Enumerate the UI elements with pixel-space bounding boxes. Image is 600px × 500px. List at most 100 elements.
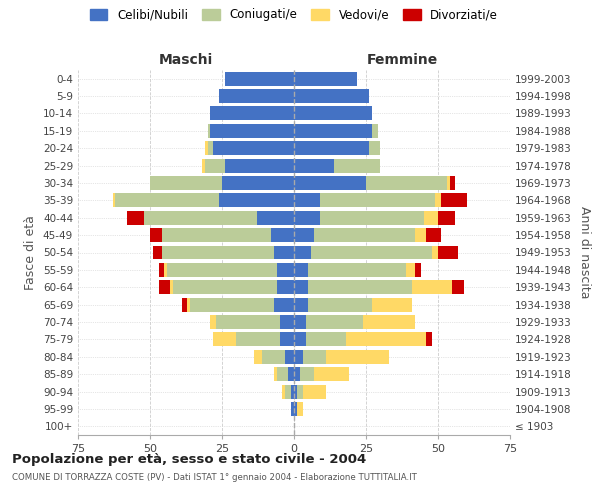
Bar bbox=[115, 194, 219, 207]
Bar bbox=[294, 246, 311, 260]
Bar bbox=[190, 298, 274, 312]
Bar bbox=[334, 158, 380, 172]
Bar bbox=[113, 194, 115, 207]
Bar bbox=[294, 402, 297, 416]
Bar bbox=[288, 367, 294, 381]
Bar bbox=[274, 298, 294, 312]
Bar bbox=[294, 142, 369, 155]
Bar bbox=[452, 280, 464, 294]
Bar bbox=[291, 402, 294, 416]
Bar bbox=[167, 263, 277, 277]
Text: Maschi: Maschi bbox=[159, 52, 213, 66]
Bar bbox=[262, 350, 286, 364]
Bar bbox=[294, 89, 369, 103]
Bar bbox=[271, 228, 294, 242]
Bar bbox=[291, 384, 294, 398]
Bar bbox=[294, 106, 372, 120]
Bar bbox=[161, 246, 274, 260]
Bar bbox=[415, 263, 421, 277]
Bar bbox=[441, 194, 467, 207]
Bar bbox=[406, 263, 415, 277]
Bar bbox=[432, 246, 438, 260]
Bar bbox=[438, 211, 455, 224]
Bar bbox=[164, 263, 167, 277]
Bar bbox=[294, 367, 300, 381]
Text: Femmine: Femmine bbox=[367, 52, 437, 66]
Bar bbox=[302, 384, 326, 398]
Bar bbox=[173, 280, 277, 294]
Bar bbox=[127, 211, 144, 224]
Bar bbox=[366, 176, 446, 190]
Bar bbox=[294, 124, 372, 138]
Bar bbox=[294, 315, 305, 329]
Bar bbox=[314, 228, 415, 242]
Bar bbox=[308, 298, 372, 312]
Bar bbox=[219, 194, 294, 207]
Bar bbox=[170, 280, 173, 294]
Bar bbox=[208, 142, 214, 155]
Y-axis label: Fasce di età: Fasce di età bbox=[25, 215, 37, 290]
Bar bbox=[277, 367, 288, 381]
Text: COMUNE DI TORRAZZA COSTE (PV) - Dati ISTAT 1° gennaio 2004 - Elaborazione TUTTIT: COMUNE DI TORRAZZA COSTE (PV) - Dati IST… bbox=[12, 472, 417, 482]
Bar bbox=[211, 106, 294, 120]
Bar bbox=[294, 158, 334, 172]
Bar bbox=[214, 142, 294, 155]
Bar bbox=[144, 211, 257, 224]
Bar bbox=[308, 280, 412, 294]
Bar bbox=[274, 246, 294, 260]
Bar bbox=[297, 402, 302, 416]
Bar bbox=[161, 228, 271, 242]
Bar bbox=[211, 124, 294, 138]
Bar bbox=[158, 263, 164, 277]
Bar bbox=[300, 367, 314, 381]
Bar bbox=[294, 263, 308, 277]
Bar bbox=[424, 211, 438, 224]
Bar bbox=[294, 211, 320, 224]
Bar bbox=[311, 246, 432, 260]
Bar bbox=[305, 332, 346, 346]
Bar bbox=[435, 194, 441, 207]
Bar bbox=[446, 176, 449, 190]
Bar bbox=[222, 176, 294, 190]
Bar bbox=[346, 332, 427, 346]
Bar bbox=[363, 315, 415, 329]
Y-axis label: Anni di nascita: Anni di nascita bbox=[578, 206, 591, 298]
Bar bbox=[415, 228, 427, 242]
Bar bbox=[216, 315, 280, 329]
Bar bbox=[225, 158, 294, 172]
Bar bbox=[153, 246, 161, 260]
Bar bbox=[211, 315, 216, 329]
Bar bbox=[187, 298, 190, 312]
Bar bbox=[326, 350, 389, 364]
Bar bbox=[302, 350, 326, 364]
Bar bbox=[208, 124, 211, 138]
Bar bbox=[294, 384, 297, 398]
Bar bbox=[372, 124, 377, 138]
Bar bbox=[297, 384, 302, 398]
Bar bbox=[277, 263, 294, 277]
Bar bbox=[219, 89, 294, 103]
Bar bbox=[257, 211, 294, 224]
Bar bbox=[372, 298, 412, 312]
Bar bbox=[283, 384, 286, 398]
Bar bbox=[438, 246, 458, 260]
Bar bbox=[294, 350, 302, 364]
Legend: Celibi/Nubili, Coniugati/e, Vedovi/e, Divorziati/e: Celibi/Nubili, Coniugati/e, Vedovi/e, Di… bbox=[90, 8, 498, 22]
Bar bbox=[412, 280, 452, 294]
Bar bbox=[369, 142, 380, 155]
Bar bbox=[449, 176, 455, 190]
Bar bbox=[202, 158, 205, 172]
Bar bbox=[320, 194, 435, 207]
Bar bbox=[158, 280, 170, 294]
Bar bbox=[286, 384, 291, 398]
Bar bbox=[427, 332, 432, 346]
Bar bbox=[280, 315, 294, 329]
Bar bbox=[320, 211, 424, 224]
Bar bbox=[294, 176, 366, 190]
Bar bbox=[294, 280, 308, 294]
Bar bbox=[236, 332, 280, 346]
Bar bbox=[182, 298, 187, 312]
Bar bbox=[205, 142, 208, 155]
Bar bbox=[308, 263, 406, 277]
Bar bbox=[294, 298, 308, 312]
